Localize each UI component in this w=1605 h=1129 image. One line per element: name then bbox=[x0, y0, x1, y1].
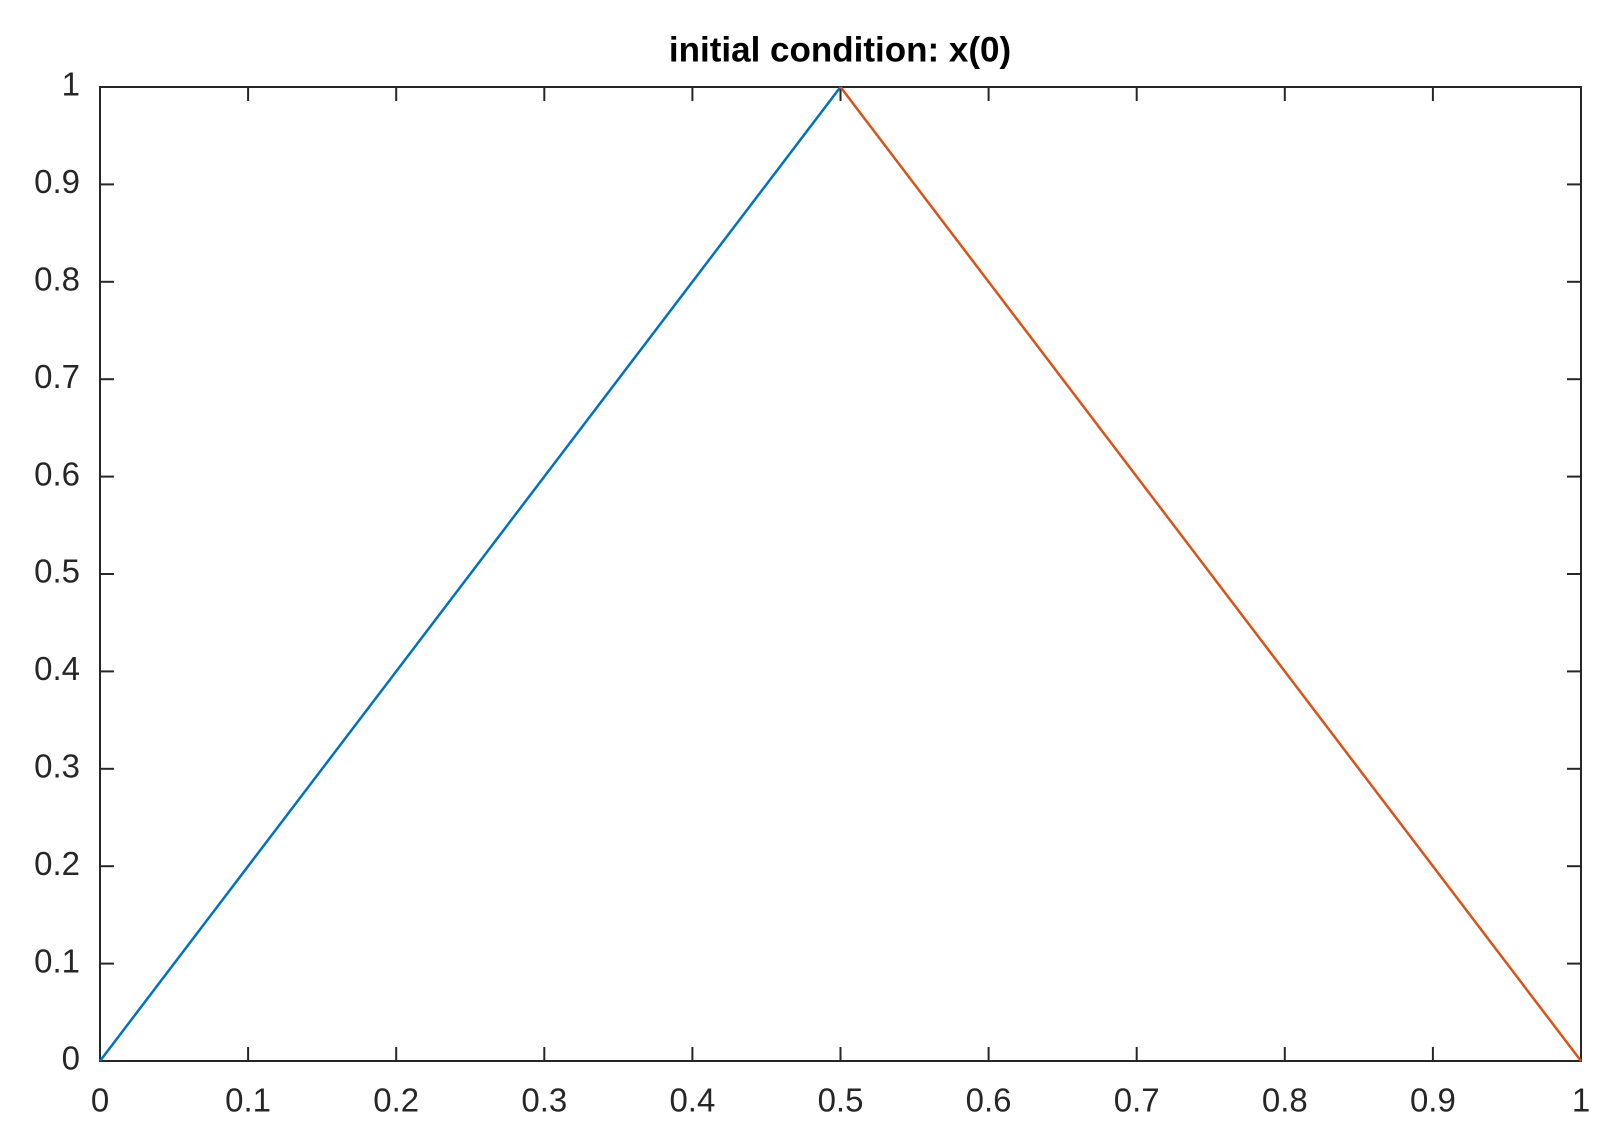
x-tick-label: 0.6 bbox=[966, 1082, 1012, 1119]
line bbox=[839, 86, 1582, 1062]
y-tick-label: 0.5 bbox=[34, 553, 80, 590]
x-tick-label: 0.1 bbox=[225, 1082, 271, 1119]
x-tick-label: 0.8 bbox=[1262, 1082, 1308, 1119]
y-tick-label: 0.9 bbox=[34, 163, 80, 200]
x-tick-label: 0 bbox=[91, 1082, 109, 1119]
y-tick-label: 0.1 bbox=[34, 942, 80, 979]
y-tick-label: 0.7 bbox=[34, 358, 80, 395]
chart-title: initial condition: x(0) bbox=[669, 30, 1011, 69]
y-tick-label: 0.2 bbox=[34, 845, 80, 882]
y-tick-label: 0 bbox=[62, 1040, 80, 1077]
line bbox=[99, 86, 842, 1062]
y-tick-label: 1 bbox=[62, 66, 80, 103]
y-tick-label: 0.4 bbox=[34, 650, 80, 687]
x-tick-label: 0.9 bbox=[1410, 1082, 1456, 1119]
y-tick-label: 0.3 bbox=[34, 748, 80, 785]
x-tick-label: 0.5 bbox=[818, 1082, 864, 1119]
y-tick-label: 0.6 bbox=[34, 455, 80, 492]
x-tick-label: 0.7 bbox=[1114, 1082, 1160, 1119]
x-tick-label: 0.4 bbox=[669, 1082, 715, 1119]
x-tick-label: 1 bbox=[1572, 1082, 1590, 1119]
x-tick-label: 0.2 bbox=[373, 1082, 419, 1119]
x-tick-label: 0.3 bbox=[521, 1082, 567, 1119]
y-tick-label: 0.8 bbox=[34, 261, 80, 298]
